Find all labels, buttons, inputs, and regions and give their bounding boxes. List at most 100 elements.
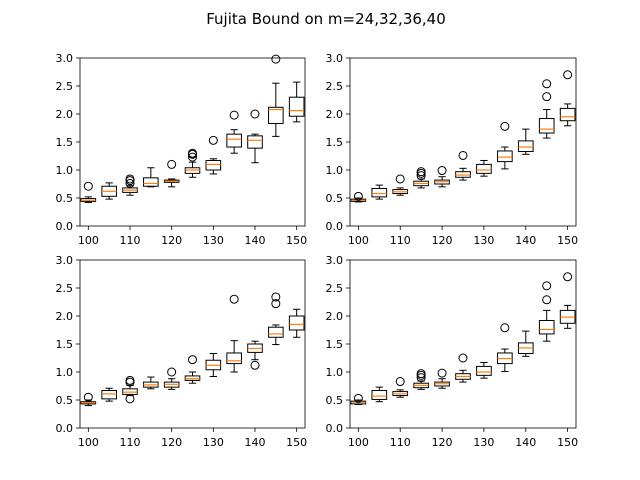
axes-frame <box>79 57 306 227</box>
x-tick-label: 100 <box>78 234 99 247</box>
box-iqr <box>476 163 492 174</box>
y-tick-label: 1.0 <box>326 366 344 379</box>
box-135 <box>226 294 242 373</box>
subplots: 0.0 0.5 1.0 1.5 2.0 2.5 3.0 100 110 120 130 140 150 0… <box>56 52 579 449</box>
box-iqr <box>538 117 555 134</box>
flier-point <box>353 393 363 403</box>
flier-point <box>229 294 239 304</box>
flier-point <box>271 54 281 64</box>
box-120 <box>434 166 450 188</box>
flier-point <box>83 181 93 191</box>
flier-point <box>271 292 281 302</box>
flier-point <box>229 110 239 120</box>
subplot-4: 0.0 0.5 1.0 1.5 2.0 2.5 3.0 100 110 120 130 140 150 <box>326 254 579 449</box>
box-110 <box>392 377 409 398</box>
flier-point <box>500 121 510 131</box>
box-105 <box>371 184 388 200</box>
flier-point <box>395 174 405 184</box>
flier-point <box>167 159 177 169</box>
box-iqr <box>476 365 492 376</box>
x-tick-label: 150 <box>557 436 578 449</box>
flier-point <box>83 392 93 402</box>
flier-point <box>563 70 573 80</box>
y-tick-label: 0.0 <box>326 220 344 233</box>
flier-point <box>542 295 552 305</box>
box-125 <box>184 148 201 178</box>
box-150 <box>288 308 305 338</box>
x-tick-label: 130 <box>473 436 494 449</box>
box-120 <box>163 367 180 390</box>
box-iqr <box>226 352 242 365</box>
box-100 <box>80 392 97 407</box>
flier-point <box>458 353 468 363</box>
box-100 <box>350 393 367 405</box>
x-tick-label: 150 <box>557 234 578 247</box>
y-tick-label: 2.5 <box>326 282 344 295</box>
x-tick-label: 140 <box>515 234 536 247</box>
y-tick-label: 0.0 <box>56 422 74 435</box>
x-tick-label: 140 <box>515 436 536 449</box>
x-tick-label: 110 <box>120 436 141 449</box>
box-120 <box>434 368 450 389</box>
box-140 <box>247 340 263 370</box>
box-110 <box>122 375 138 404</box>
x-tick-label: 110 <box>390 234 411 247</box>
y-tick-label: 2.0 <box>56 108 74 121</box>
x-tick-label: 100 <box>78 436 99 449</box>
axes-frame <box>79 259 306 429</box>
y-tick-label: 3.0 <box>56 254 74 267</box>
box-iqr <box>205 159 222 171</box>
y-tick-label: 0.5 <box>326 394 344 407</box>
y-tick-label: 3.0 <box>326 254 344 267</box>
x-tick-label: 100 <box>348 234 369 247</box>
x-tick-label: 120 <box>161 234 182 247</box>
y-tick-label: 1.0 <box>56 164 74 177</box>
flier-point <box>125 375 135 385</box>
box-125 <box>184 355 201 384</box>
box-130 <box>205 353 222 377</box>
y-tick-label: 1.5 <box>326 338 344 351</box>
y-tick-label: 2.0 <box>56 310 74 323</box>
x-tick-label: 100 <box>348 436 369 449</box>
flier-point <box>188 148 197 158</box>
box-130 <box>205 135 222 175</box>
box-105 <box>101 387 117 402</box>
flier-point <box>167 367 177 377</box>
box-140 <box>517 128 534 155</box>
y-tick-label: 0.5 <box>56 394 74 407</box>
flier-point <box>437 166 447 176</box>
subplot-1: 0.0 0.5 1.0 1.5 2.0 2.5 3.0 100 110 120 130 140 150 <box>56 52 308 247</box>
box-iqr <box>288 315 305 331</box>
x-tick-label: 150 <box>286 234 307 247</box>
box-105 <box>101 182 117 200</box>
box-145 <box>538 281 555 342</box>
flier-point <box>563 272 573 282</box>
x-tick-label: 140 <box>245 436 266 449</box>
box-iqr <box>517 140 534 153</box>
flier-point <box>250 360 260 370</box>
y-tick-label: 0.0 <box>326 422 344 435</box>
x-tick-label: 120 <box>161 436 182 449</box>
box-125 <box>455 150 471 181</box>
x-tick-label: 130 <box>473 234 494 247</box>
y-tick-label: 2.5 <box>56 282 74 295</box>
flier-point <box>395 377 405 387</box>
flier-point <box>437 368 447 378</box>
box-115 <box>413 369 429 390</box>
flier-point <box>500 323 510 333</box>
box-150 <box>559 272 576 329</box>
y-tick-label: 0.5 <box>56 192 74 205</box>
flier-point <box>208 135 218 145</box>
flier-point <box>353 191 363 201</box>
x-tick-label: 150 <box>286 436 307 449</box>
box-110 <box>392 174 409 196</box>
flier-point <box>188 355 197 365</box>
y-tick-label: 3.0 <box>56 52 74 65</box>
axes-frame <box>349 57 577 227</box>
box-135 <box>497 121 513 170</box>
flier-point <box>416 167 426 177</box>
box-145 <box>538 79 555 139</box>
box-115 <box>413 167 429 189</box>
box-iqr <box>371 389 388 400</box>
